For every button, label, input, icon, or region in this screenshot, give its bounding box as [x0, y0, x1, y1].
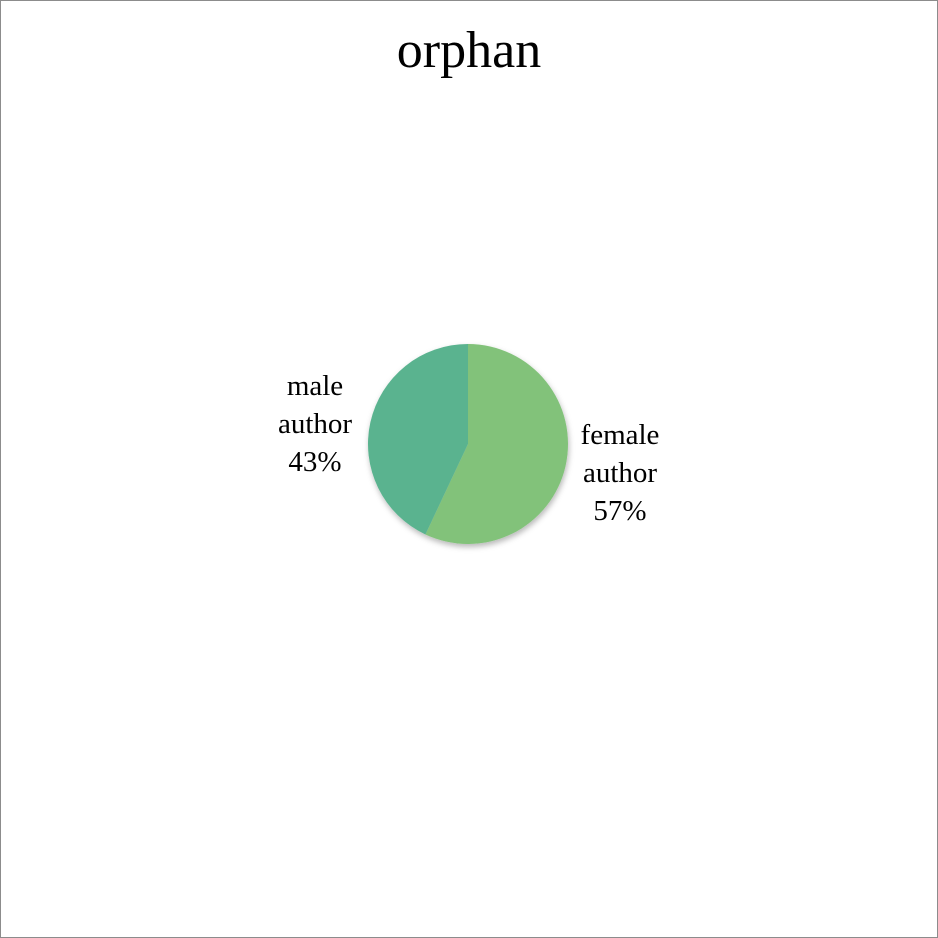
slice-label-female-author: female author 57% — [581, 419, 660, 527]
slice-label-male-author: male author 43% — [278, 370, 352, 478]
pie-slice-male-author — [367, 344, 468, 535]
pie-slice-female-author — [425, 344, 568, 544]
chart-title: orphan — [396, 22, 542, 79]
